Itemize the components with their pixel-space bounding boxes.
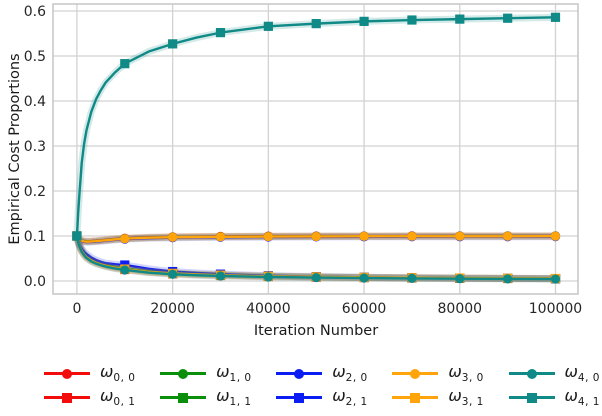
- x-tick-label: 0: [72, 301, 81, 317]
- x-tick-label: 60000: [342, 301, 387, 317]
- legend-column: ω3, 0 ω3, 1: [392, 363, 483, 408]
- x-tick-label: 100000: [529, 301, 582, 317]
- marker-square-w4-1: [120, 59, 130, 69]
- y-axis-label: Empirical Cost Proportions: [7, 53, 23, 245]
- x-axis-label: Iteration Number: [253, 323, 379, 339]
- legend-item-w1-1: ω1, 1: [160, 387, 251, 408]
- legend-line-w3-0: [392, 368, 439, 379]
- legend-item-w2-1: ω2, 1: [276, 387, 367, 408]
- legend-line-w0-0: [44, 368, 90, 379]
- marker-square-w4-1: [311, 19, 321, 29]
- marker-circle-w4-0: [407, 273, 417, 283]
- marker-circle-w3-0: [311, 231, 321, 242]
- legend-square-marker-icon: [178, 392, 189, 403]
- y-tick-label: 0.3: [24, 139, 46, 155]
- x-tick-label: 40000: [246, 301, 291, 317]
- legend-circle-marker-icon: [62, 368, 72, 379]
- y-tick-label: 0.1: [24, 229, 46, 245]
- marker-circle-w3-0: [168, 232, 178, 242]
- legend-circle-marker-icon: [526, 368, 537, 379]
- plot-border: [52, 3, 579, 295]
- legend-label-w3-0: ω3, 0: [448, 361, 484, 384]
- marker-circle-w4-0: [120, 265, 130, 275]
- marker-circle-w4-0: [168, 269, 178, 279]
- legend-label-w0-1: ω0, 1: [100, 385, 136, 408]
- y-tick-label: 0.6: [24, 4, 46, 20]
- legend-line-w4-0: [508, 368, 555, 379]
- legend-square-marker-icon: [526, 392, 537, 403]
- marker-circle-w3-0: [359, 231, 369, 241]
- marker-square-w4-1: [168, 39, 178, 49]
- marker-square-w4-1: [550, 12, 561, 22]
- marker-circle-w4-0: [503, 274, 513, 284]
- legend-line-w1-0: [160, 368, 207, 379]
- legend-label-w4-1: ω4, 1: [564, 385, 600, 408]
- marker-circle-w3-0: [455, 231, 465, 241]
- legend-item-w2-0: ω2, 0: [276, 363, 367, 384]
- chart-canvas: 0.0 0.1 0.2 0.3 0.4 0.5 0.6 0 20000 40000 60000 800…: [24, 3, 582, 317]
- series-band-w4-1: [73, 13, 556, 237]
- y-tick-label: 0.5: [24, 49, 46, 65]
- marker-square-w4-1: [263, 21, 273, 31]
- x-tick-label: 20000: [150, 301, 195, 317]
- legend-square-marker-icon: [62, 392, 72, 403]
- legend-line-w4-1: [508, 392, 555, 403]
- legend-circle-marker-icon: [410, 368, 421, 379]
- marker-circle-w4-0: [550, 274, 561, 284]
- marker-circle-w4-0: [263, 272, 273, 282]
- marker-circle-w3-0: [503, 231, 513, 241]
- x-tick-label: 80000: [438, 301, 483, 317]
- y-tick-label: 0.0: [24, 274, 46, 290]
- marker-circle-w3-0: [215, 232, 226, 242]
- marker-circle-w3-0: [407, 231, 417, 241]
- legend-label-w3-1: ω3, 1: [448, 385, 484, 408]
- marker-circle-w3-0: [263, 231, 273, 242]
- legend-column: ω0, 0 ω0, 1: [44, 363, 135, 408]
- legend-item-w0-1: ω0, 1: [44, 387, 135, 408]
- y-tick-label: 0.2: [24, 184, 46, 200]
- marker-circle-w4-0: [215, 271, 226, 281]
- legend-item-w0-0: ω0, 0: [44, 363, 135, 384]
- legend-line-w2-1: [276, 392, 323, 403]
- marker-square-w4-1: [455, 14, 465, 24]
- legend-item-w4-1: ω4, 1: [508, 385, 600, 408]
- legend-label-w1-1: ω1, 1: [216, 385, 252, 408]
- legend-column: ω1, 0 ω1, 1: [160, 363, 251, 408]
- legend-column: ω4, 0 ω4, 1: [508, 361, 600, 408]
- legend-square-marker-icon: [294, 392, 305, 403]
- marker-circle-w4-0: [359, 273, 369, 283]
- legend-label-w0-0: ω0, 0: [100, 361, 136, 384]
- legend-label-w2-1: ω2, 1: [332, 385, 368, 408]
- legend-item-w1-0: ω1, 0: [160, 363, 251, 384]
- legend-label-w4-0: ω4, 0: [564, 361, 600, 384]
- marker-square-w4-1: [407, 15, 417, 25]
- legend-column: ω2, 0 ω2, 1: [276, 363, 367, 408]
- legend-circle-marker-icon: [294, 368, 305, 379]
- legend-item-w4-0: ω4, 0: [508, 361, 600, 384]
- legend-line-w0-1: [44, 392, 90, 403]
- marker-square-w4-1: [359, 16, 369, 26]
- marker-circle-w4-0: [455, 274, 465, 284]
- marker-circle-w3-0: [550, 231, 561, 241]
- marker-square-w4-1: [503, 13, 513, 23]
- marker-circle-w4-0: [311, 272, 321, 283]
- legend-item-w3-1: ω3, 1: [392, 387, 483, 408]
- legend-line-w1-1: [160, 392, 207, 403]
- legend-circle-marker-icon: [178, 368, 189, 379]
- legend-line-w3-1: [392, 392, 439, 403]
- marker-circle-w3-0: [120, 234, 130, 244]
- legend-square-marker-icon: [410, 392, 421, 403]
- marker-square-w4-1: [72, 231, 82, 241]
- y-tick-label: 0.4: [24, 94, 46, 110]
- legend-label-w2-0: ω2, 0: [332, 361, 368, 384]
- chart-legend: ω0, 0 ω0, 1 ω1, 0 ω1, 1 ω2, 0 ω2, 1 ω3, 0 ω3, 1…: [44, 363, 600, 408]
- legend-item-w3-0: ω3, 0: [392, 363, 483, 384]
- marker-square-w4-1: [215, 28, 226, 38]
- legend-label-w1-0: ω1, 0: [216, 361, 252, 384]
- legend-line-w2-0: [276, 368, 323, 379]
